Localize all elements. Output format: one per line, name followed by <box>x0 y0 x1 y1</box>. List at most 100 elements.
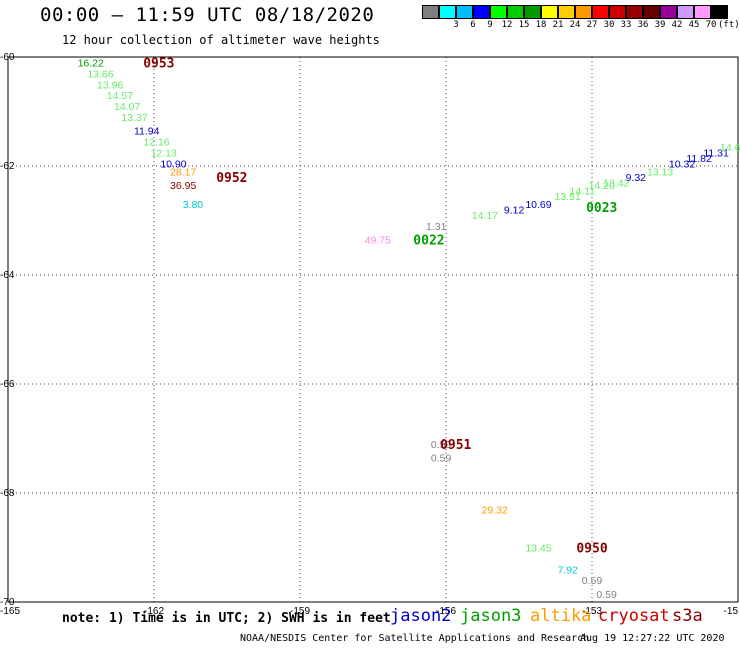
colorbar-label: 39 <box>654 20 666 30</box>
colorbar-swatch <box>473 5 490 19</box>
x-tick-label: -165 <box>0 606 20 617</box>
wave-height-point: 14.07 <box>114 101 140 113</box>
wave-height-point: 11.31 <box>703 147 729 159</box>
pass-time-label: 0952 <box>216 171 247 186</box>
colorbar-swatch <box>541 5 558 19</box>
wave-height-point: 13.37 <box>121 112 147 124</box>
colorbar-label: 3 <box>453 20 459 30</box>
wave-height-point: 9.32 <box>626 172 647 184</box>
mission-jason2: jason2 <box>390 606 452 626</box>
colorbar-label: 18 <box>535 20 547 30</box>
wave-height-point: 10.69 <box>525 199 551 211</box>
y-tick-label: -70 <box>0 597 15 608</box>
wave-height-point: 3.80 <box>183 199 204 211</box>
mission-cryosat: cryosat <box>598 606 670 626</box>
colorbar-label: 21 <box>552 20 564 30</box>
x-tick-label: -15 <box>724 606 739 617</box>
wave-height-point: 14.57 <box>107 90 133 102</box>
pass-time-label: 0953 <box>143 56 174 71</box>
colorbar-label: 15 <box>518 20 530 30</box>
colorbar-label: 24 <box>569 20 581 30</box>
wave-height-point: 13.66 <box>87 68 113 80</box>
colorbar-swatch <box>456 5 473 19</box>
wave-height-point: 49.75 <box>365 235 391 247</box>
pass-time-label: 0950 <box>576 542 607 557</box>
wave-height-point: 0.59 <box>582 575 603 587</box>
wave-height-point: 11.82 <box>686 153 712 165</box>
pass-time-label: 0951 <box>440 438 471 453</box>
colorbar-swatch <box>490 5 507 19</box>
colorbar-swatch <box>711 5 728 19</box>
wave-height-point: 0.59 <box>596 589 617 601</box>
colorbar-label: 27 <box>586 20 598 30</box>
colorbar-label: 30 <box>603 20 615 30</box>
x-tick-label: -153 <box>582 606 602 617</box>
x-tick-label: -159 <box>290 606 310 617</box>
colorbar-swatch <box>609 5 626 19</box>
wave-height-point: 0.59 <box>431 439 452 451</box>
credit-timestamp: Aug 19 12:27:22 UTC 2020 <box>580 633 725 644</box>
wave-height-point: 10.32 <box>669 158 695 170</box>
wave-height-point: 0.59 <box>431 453 452 465</box>
y-tick-label: -60 <box>0 52 15 63</box>
wave-height-point: 13.45 <box>525 543 551 555</box>
wave-height-point: 14.65 <box>720 142 740 154</box>
colorbar-swatch <box>643 5 660 19</box>
colorbar-label: 42 <box>671 20 683 30</box>
wave-height-point: 36.95 <box>170 180 196 192</box>
wave-height-point: 14.11 <box>570 186 596 198</box>
wave-height-point: 11.94 <box>134 126 160 138</box>
colorbar-swatch <box>575 5 592 19</box>
colorbar-label: 45 <box>688 20 700 30</box>
footnote: note: 1) Time is in UTC; 2) SWH is in fe… <box>62 611 391 626</box>
wave-height-point: 10.90 <box>160 158 186 170</box>
wave-height-point: 12.13 <box>151 147 177 159</box>
wave-height-point: 12.16 <box>143 136 169 148</box>
colorbar-swatch <box>626 5 643 19</box>
colorbar-label: 12 <box>501 20 513 30</box>
x-tick-label: -156 <box>436 606 456 617</box>
y-tick-label: -68 <box>0 488 15 499</box>
wave-height-point: 28.17 <box>170 166 196 178</box>
colorbar-swatch <box>592 5 609 19</box>
wave-height-point: 7.92 <box>557 564 578 576</box>
wave-height-point: 1.31 <box>426 221 447 233</box>
wave-height-point: 9.12 <box>504 205 525 217</box>
x-tick-label: -162 <box>144 606 164 617</box>
wave-height-point: 13.13 <box>647 166 673 178</box>
wave-height-point: 29.32 <box>482 504 508 516</box>
mission-jason3: jason3 <box>460 606 522 626</box>
y-tick-label: -62 <box>0 161 15 172</box>
credit-text: NOAA/NESDIS Center for Satellite Applica… <box>240 633 590 644</box>
wave-height-point: 14.17 <box>472 210 498 222</box>
pass-time-label: 0023 <box>586 201 617 216</box>
colorbar-swatch <box>558 5 575 19</box>
colorbar-swatch <box>524 5 541 19</box>
wave-height-point: 13.51 <box>555 191 581 203</box>
colorbar-label: 9 <box>487 20 493 30</box>
colorbar-label: 36 <box>637 20 649 30</box>
wave-height-point: 13.96 <box>97 79 123 91</box>
colorbar-unit: (ft) <box>718 20 740 30</box>
y-tick-label: -66 <box>0 379 15 390</box>
colorbar-swatch <box>507 5 524 19</box>
colorbar-swatch <box>677 5 694 19</box>
y-tick-label: -64 <box>0 270 15 281</box>
wave-height-point: 13.42 <box>603 177 629 189</box>
wave-height-point: 14.20 <box>589 180 615 192</box>
mission-altika: altika <box>530 606 592 626</box>
colorbar-swatch <box>439 5 456 19</box>
plot-frame <box>7 56 739 603</box>
mission-s3a: s3a <box>672 606 703 626</box>
colorbar-label: 70 <box>705 20 717 30</box>
pass-time-label: 0022 <box>413 234 444 249</box>
colorbar-label: 33 <box>620 20 632 30</box>
wave-height-point: 16.22 <box>78 57 104 69</box>
colorbar-label: 6 <box>470 20 476 30</box>
colorbar-swatch <box>422 5 439 19</box>
page-title: 00:00 – 11:59 UTC 08/18/2020 <box>40 4 375 26</box>
page-subtitle: 12 hour collection of altimeter wave hei… <box>62 33 380 47</box>
colorbar-swatch <box>660 5 677 19</box>
